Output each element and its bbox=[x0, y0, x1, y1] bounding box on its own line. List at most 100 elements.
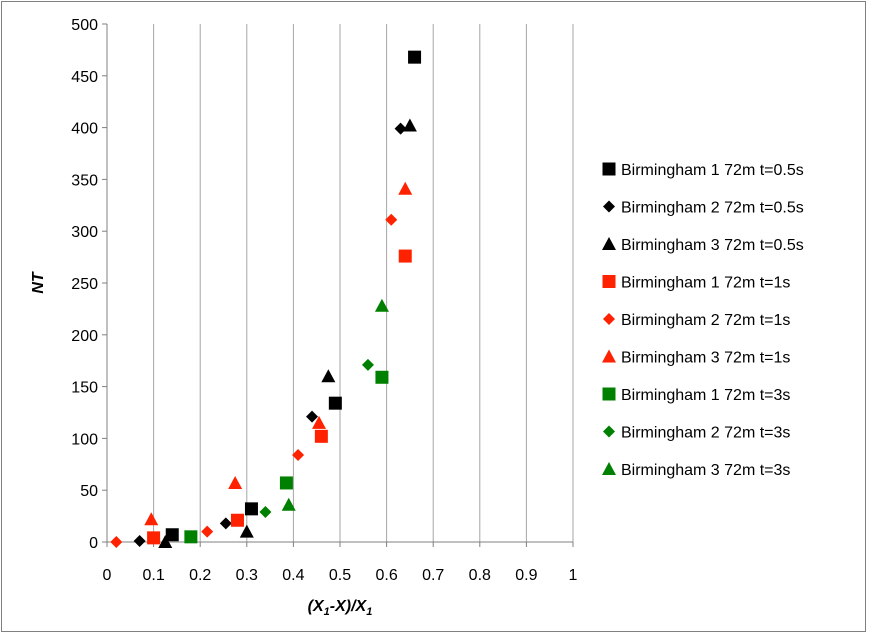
legend-marker bbox=[603, 313, 615, 325]
legend-label: Birmingham 3 72m t=0.5s bbox=[621, 237, 804, 254]
series-9 bbox=[281, 298, 389, 511]
legend-entry: Birmingham 3 72m t=0.5s bbox=[602, 237, 804, 254]
x-tick-label: 1 bbox=[569, 567, 578, 584]
legend-marker bbox=[602, 275, 616, 288]
data-point bbox=[306, 410, 319, 423]
series-1 bbox=[165, 50, 422, 542]
data-point bbox=[219, 517, 232, 530]
x-tick-label: 0.4 bbox=[282, 567, 304, 584]
data-point bbox=[398, 181, 413, 195]
y-tick-label: 400 bbox=[71, 121, 98, 138]
data-point bbox=[402, 118, 417, 132]
x-tick-label: 0.7 bbox=[422, 567, 444, 584]
series-4 bbox=[147, 249, 412, 545]
x-tick-labels: 0 0.1 0.2 0.3 0.4 0.5 0.6 0.7 0.8 0.9 1 bbox=[103, 567, 578, 584]
series-5 bbox=[110, 213, 398, 548]
data-point bbox=[408, 50, 422, 64]
legend-entry: Birmingham 3 72m t=1s bbox=[602, 349, 790, 367]
data-point bbox=[292, 448, 305, 461]
data-point bbox=[328, 396, 342, 410]
series-8 bbox=[259, 358, 374, 518]
data-point bbox=[394, 122, 407, 135]
y-tick-label: 300 bbox=[71, 224, 98, 241]
legend-label: Birmingham 2 72m t=1s bbox=[621, 312, 790, 329]
x-axis-title-part: (X bbox=[308, 598, 325, 615]
x-axis-title: (X1-X)/X1 bbox=[308, 598, 373, 618]
data-point bbox=[110, 536, 123, 548]
data-point bbox=[321, 369, 336, 383]
axes bbox=[102, 23, 574, 547]
legend-entry: Birmingham 1 72m t=3s bbox=[602, 387, 790, 404]
data-point bbox=[165, 528, 179, 542]
legend-marker bbox=[603, 200, 615, 213]
y-tick-labels: 0 50 100 150 200 250 300 350 400 450 500 bbox=[71, 17, 98, 552]
series-3 bbox=[158, 118, 417, 548]
y-tick-label: 50 bbox=[80, 483, 98, 500]
legend-entry: Birmingham 1 72m t=0.5s bbox=[602, 162, 804, 179]
x-axis-title-part: -X)/X bbox=[330, 598, 368, 615]
legend-label: Birmingham 2 72m t=3s bbox=[621, 425, 790, 442]
legend-marker bbox=[602, 462, 616, 475]
legend-marker bbox=[602, 349, 616, 363]
y-tick-label: 500 bbox=[71, 17, 98, 34]
y-tick-label: 350 bbox=[71, 172, 98, 189]
data-point bbox=[244, 502, 258, 516]
y-tick-label: 100 bbox=[71, 431, 98, 448]
data-point bbox=[398, 249, 412, 263]
legend-entry: Birmingham 2 72m t=1s bbox=[603, 312, 790, 329]
y-tick-label: 0 bbox=[89, 535, 98, 552]
data-point bbox=[281, 497, 296, 511]
x-tick-label: 0 bbox=[103, 567, 112, 584]
data-point bbox=[184, 530, 198, 544]
series-2 bbox=[133, 122, 407, 547]
data-point bbox=[201, 525, 214, 538]
data-point bbox=[361, 358, 374, 371]
y-tick-label: 450 bbox=[71, 69, 98, 86]
data-point bbox=[375, 370, 389, 384]
legend-label: Birmingham 2 72m t=0.5s bbox=[621, 200, 804, 217]
data-point bbox=[147, 531, 161, 545]
data-point bbox=[239, 524, 254, 538]
legend-entry: Birmingham 1 72m t=1s bbox=[602, 275, 790, 292]
x-tick-label: 0.1 bbox=[142, 567, 164, 584]
data-point bbox=[279, 476, 293, 490]
data-point bbox=[385, 213, 398, 226]
legend-label: Birmingham 1 72m t=3s bbox=[621, 387, 790, 404]
legend-label: Birmingham 3 72m t=3s bbox=[621, 462, 790, 479]
y-tick-label: 150 bbox=[71, 380, 98, 397]
gridlines bbox=[153, 24, 574, 542]
legend: Birmingham 1 72m t=0.5s Birmingham 2 72m … bbox=[602, 162, 804, 479]
data-point bbox=[259, 505, 272, 518]
data-point bbox=[228, 475, 243, 489]
y-tick-label: 250 bbox=[71, 276, 98, 293]
series-6 bbox=[144, 181, 413, 526]
x-axis-title-part: 1 bbox=[366, 606, 372, 618]
y-tick-label: 200 bbox=[71, 328, 98, 345]
data-point bbox=[374, 298, 389, 312]
legend-marker bbox=[602, 237, 616, 250]
legend-entry: Birmingham 2 72m t=0.5s bbox=[603, 200, 804, 217]
x-axis-title-part: 1 bbox=[324, 606, 330, 618]
x-tick-label: 0.2 bbox=[189, 567, 211, 584]
x-tick-label: 0.3 bbox=[236, 567, 258, 584]
legend-entry: Birmingham 2 72m t=3s bbox=[603, 425, 790, 442]
y-axis-title: NT bbox=[30, 271, 47, 294]
data-point bbox=[133, 534, 146, 547]
legend-marker bbox=[602, 387, 616, 401]
data-point bbox=[312, 415, 327, 429]
series-7 bbox=[184, 370, 389, 544]
x-tick-label: 0.9 bbox=[515, 567, 537, 584]
legend-entry: Birmingham 3 72m t=3s bbox=[602, 462, 790, 479]
legend-label: Birmingham 3 72m t=1s bbox=[621, 350, 790, 367]
data-point bbox=[314, 429, 328, 443]
data-point bbox=[158, 535, 173, 548]
data-points bbox=[110, 50, 422, 548]
data-point bbox=[144, 512, 159, 526]
x-tick-label: 0.6 bbox=[375, 567, 397, 584]
legend-label: Birmingham 1 72m t=0.5s bbox=[621, 162, 804, 179]
legend-marker bbox=[603, 425, 615, 438]
legend-marker bbox=[602, 162, 616, 176]
data-point bbox=[230, 513, 244, 527]
legend-label: Birmingham 1 72m t=1s bbox=[621, 275, 790, 292]
